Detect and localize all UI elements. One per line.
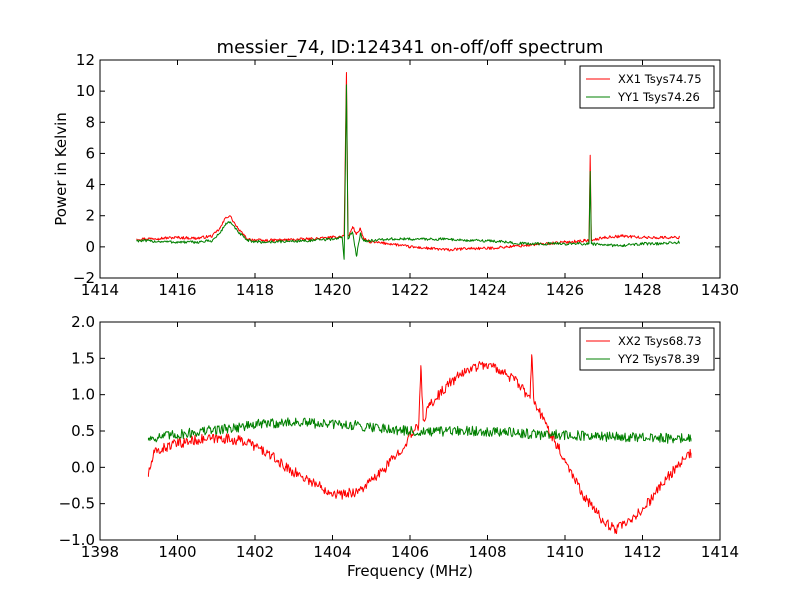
x-tick-label: 1400 <box>158 543 196 561</box>
x-tick-label: 1418 <box>236 281 274 299</box>
y-tick-label: 6 <box>85 144 95 162</box>
y-tick-label: 0.0 <box>71 458 95 476</box>
y-tick-label: 4 <box>85 176 95 194</box>
x-tick-label: 1398 <box>81 543 119 561</box>
x-tick-label: 1414 <box>81 281 119 299</box>
series-line-yy2 <box>147 417 692 444</box>
y-tick-label: 12 <box>76 51 95 69</box>
bottom-panel: 1398 1400 1402 1404 1406 1408 1410 1412 1414 −1.0… <box>59 313 740 561</box>
x-tick-label: 1406 <box>391 543 429 561</box>
y-axis-label: Power in Kelvin <box>52 112 70 226</box>
x-tick-label: 1420 <box>313 281 351 299</box>
y-tick-label: −0.5 <box>59 495 95 513</box>
chart-title: messier_74, ID:124341 on-off/off spectru… <box>217 37 604 58</box>
x-tick-label: 1422 <box>391 281 429 299</box>
y-tick-label: 0.5 <box>71 422 95 440</box>
x-tick-label: 1402 <box>236 543 274 561</box>
x-tick-label: 1430 <box>701 281 739 299</box>
x-axis-label: Frequency (MHz) <box>347 562 473 580</box>
x-tick-label: 1408 <box>468 543 506 561</box>
y-tick-label: −1.0 <box>59 531 95 549</box>
bottom-panel-ticks: 1398 1400 1402 1404 1406 1408 1410 1412 1414 −1.0… <box>59 313 740 561</box>
y-tick-label: 2.0 <box>71 313 95 331</box>
x-tick-label: 1416 <box>158 281 196 299</box>
x-tick-label: 1414 <box>701 543 739 561</box>
top-panel-legend: XX1 Tsys74.75 YY1 Tsys74.26 <box>579 65 715 109</box>
y-tick-label: 1.0 <box>71 386 95 404</box>
bottom-panel-series <box>147 354 692 535</box>
series-line-yy1 <box>136 84 680 260</box>
top-panel-series <box>136 71 680 260</box>
legend-entry: XX1 Tsys74.75 <box>618 72 702 86</box>
x-tick-label: 1412 <box>623 543 661 561</box>
y-tick-label: 0 <box>85 238 95 256</box>
top-panel: 1414 1416 1418 1420 1422 1424 1426 1428 1430 −2 0 2… <box>73 51 739 299</box>
x-tick-label: 1426 <box>546 281 584 299</box>
y-tick-label: 10 <box>76 82 95 100</box>
top-panel-ticks: 1414 1416 1418 1420 1422 1424 1426 1428 1430 −2 0 2… <box>73 51 739 299</box>
bottom-panel-legend: XX2 Tsys68.73 YY2 Tsys78.39 <box>579 327 715 371</box>
legend-entry: YY2 Tsys78.39 <box>617 352 700 366</box>
x-tick-label: 1428 <box>623 281 661 299</box>
legend-entry: XX2 Tsys68.73 <box>618 334 702 348</box>
y-tick-label: 1.5 <box>71 349 95 367</box>
legend-entry: YY1 Tsys74.26 <box>617 90 700 104</box>
legend-box <box>579 327 715 371</box>
x-tick-label: 1424 <box>468 281 506 299</box>
x-tick-label: 1404 <box>313 543 351 561</box>
y-tick-label: 2 <box>85 207 95 225</box>
y-tick-label: 8 <box>85 113 95 131</box>
x-tick-label: 1410 <box>546 543 584 561</box>
series-line-xx2 <box>147 354 692 535</box>
legend-box <box>579 65 715 109</box>
y-tick-label: −2 <box>73 269 95 287</box>
